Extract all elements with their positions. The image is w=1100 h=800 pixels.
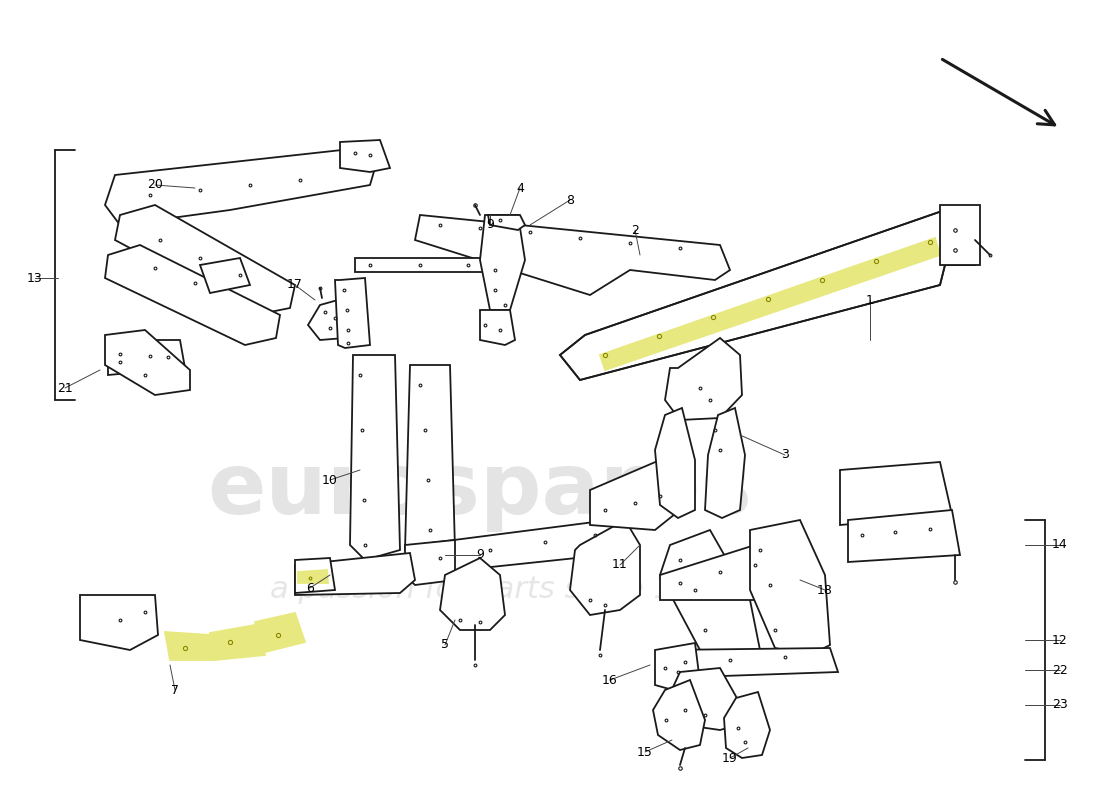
- Polygon shape: [705, 408, 745, 518]
- Polygon shape: [104, 148, 375, 225]
- Polygon shape: [350, 355, 400, 560]
- Polygon shape: [255, 613, 305, 652]
- Polygon shape: [600, 238, 940, 370]
- Text: 9: 9: [476, 549, 484, 562]
- Text: 4: 4: [516, 182, 524, 194]
- Polygon shape: [654, 643, 700, 692]
- Polygon shape: [750, 520, 830, 655]
- Polygon shape: [668, 668, 738, 730]
- Text: 13: 13: [28, 271, 43, 285]
- Polygon shape: [653, 680, 705, 750]
- Text: 20: 20: [147, 178, 163, 191]
- Text: 11: 11: [612, 558, 628, 571]
- Text: 19: 19: [722, 751, 738, 765]
- Polygon shape: [116, 205, 295, 315]
- Polygon shape: [295, 558, 336, 593]
- Polygon shape: [308, 298, 355, 340]
- Polygon shape: [405, 540, 455, 585]
- Polygon shape: [440, 558, 505, 630]
- Polygon shape: [340, 140, 390, 172]
- Text: 5: 5: [441, 638, 449, 651]
- Text: 7: 7: [170, 683, 179, 697]
- Text: 3: 3: [781, 449, 789, 462]
- Text: 16: 16: [602, 674, 618, 686]
- Polygon shape: [654, 408, 695, 518]
- Polygon shape: [666, 338, 743, 420]
- Polygon shape: [104, 330, 190, 395]
- Polygon shape: [590, 460, 680, 530]
- Polygon shape: [660, 545, 780, 600]
- Polygon shape: [480, 215, 525, 310]
- Polygon shape: [298, 570, 328, 583]
- Text: 18: 18: [817, 583, 833, 597]
- Text: 17: 17: [287, 278, 303, 291]
- Text: 14: 14: [1052, 538, 1068, 551]
- Text: 23: 23: [1052, 698, 1068, 711]
- Polygon shape: [295, 553, 415, 595]
- Polygon shape: [108, 340, 185, 375]
- Text: 15: 15: [637, 746, 653, 758]
- Polygon shape: [724, 692, 770, 758]
- Text: 8: 8: [566, 194, 574, 206]
- Polygon shape: [405, 365, 455, 560]
- Polygon shape: [165, 632, 214, 660]
- Polygon shape: [480, 310, 515, 345]
- Text: 10: 10: [322, 474, 338, 486]
- Polygon shape: [210, 625, 265, 660]
- Text: a passion for parts since 1985: a passion for parts since 1985: [270, 575, 730, 605]
- Polygon shape: [355, 258, 490, 272]
- Polygon shape: [200, 258, 250, 293]
- Polygon shape: [840, 462, 952, 525]
- Text: eurospares: eurospares: [208, 449, 752, 531]
- Text: 22: 22: [1052, 663, 1068, 677]
- Polygon shape: [570, 520, 640, 615]
- Text: 21: 21: [57, 382, 73, 394]
- Polygon shape: [336, 278, 370, 348]
- Polygon shape: [405, 520, 618, 575]
- Polygon shape: [666, 648, 838, 678]
- Polygon shape: [80, 595, 158, 650]
- Polygon shape: [488, 215, 525, 230]
- Polygon shape: [415, 215, 730, 295]
- Polygon shape: [104, 245, 280, 345]
- Text: 12: 12: [1052, 634, 1068, 646]
- Polygon shape: [940, 205, 980, 265]
- Text: 6: 6: [306, 582, 313, 594]
- Polygon shape: [560, 210, 975, 380]
- Text: 1: 1: [866, 294, 873, 306]
- Text: 2: 2: [631, 223, 639, 237]
- Polygon shape: [660, 530, 760, 660]
- Polygon shape: [848, 510, 960, 562]
- Text: 9: 9: [486, 218, 494, 231]
